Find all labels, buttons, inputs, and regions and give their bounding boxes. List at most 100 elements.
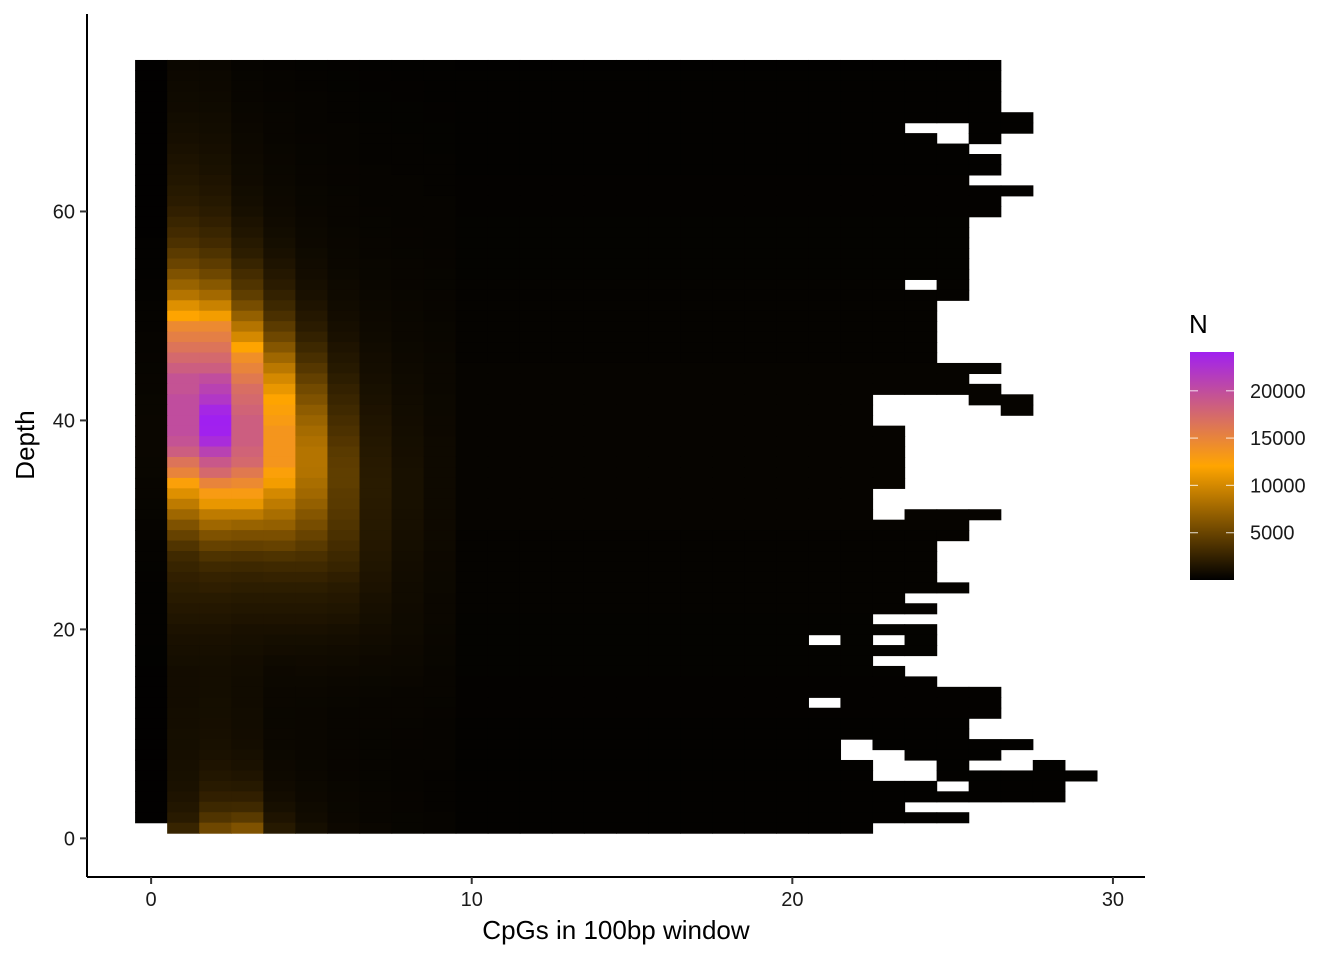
heatmap-cell	[455, 227, 489, 239]
heatmap-cell	[455, 812, 489, 824]
heatmap-cell	[712, 571, 745, 583]
heatmap-cell	[519, 801, 553, 813]
heatmap-cell	[744, 770, 777, 782]
heatmap-cell	[616, 801, 649, 813]
heatmap-cell	[551, 289, 585, 301]
heatmap-cell	[295, 404, 329, 416]
heatmap-cell	[936, 248, 970, 260]
heatmap-cell	[359, 122, 393, 134]
heatmap-cell	[1032, 791, 1066, 803]
heatmap-cell	[968, 707, 1002, 719]
heatmap-cell	[583, 383, 617, 395]
heatmap-cell	[808, 540, 842, 552]
heatmap-cell	[295, 634, 329, 646]
legend-title: N	[1189, 309, 1208, 339]
heatmap-cell	[744, 561, 777, 573]
heatmap-cell	[648, 456, 681, 469]
heatmap-cell	[840, 383, 874, 395]
heatmap-cell	[295, 248, 329, 260]
heatmap-cell	[648, 718, 681, 730]
heatmap-cell	[808, 603, 842, 615]
heatmap-cell	[135, 739, 168, 751]
heatmap-cell	[936, 509, 970, 521]
heatmap-cell	[135, 310, 168, 322]
heatmap-cell	[840, 571, 874, 583]
heatmap-cell	[744, 571, 777, 583]
heatmap-cell	[648, 289, 681, 301]
heatmap-cell	[648, 551, 681, 563]
heatmap-cell	[423, 80, 457, 92]
heatmap-cell	[359, 59, 393, 72]
heatmap-cell	[455, 383, 489, 395]
heatmap-cell	[808, 718, 842, 730]
heatmap-cell	[487, 812, 521, 824]
heatmap-cell	[391, 571, 425, 583]
heatmap-cell	[648, 300, 681, 312]
heatmap-cell	[359, 101, 393, 113]
heatmap-cell	[455, 446, 489, 458]
heatmap-cell	[904, 237, 938, 249]
heatmap-cell	[295, 592, 329, 604]
heatmap-cell	[648, 812, 681, 824]
heatmap-cell	[776, 488, 809, 500]
heatmap-cell	[135, 258, 168, 270]
heatmap-cell	[904, 258, 938, 270]
heatmap-cell	[712, 248, 745, 260]
heatmap-cell	[295, 749, 329, 761]
heatmap-cell	[583, 310, 617, 322]
heatmap-cell	[487, 582, 521, 594]
heatmap-cell	[423, 436, 457, 448]
heatmap-cell	[680, 613, 713, 625]
heatmap-cell	[551, 718, 585, 730]
heatmap-cell	[872, 206, 906, 218]
heatmap-cell	[583, 404, 617, 416]
heatmap-cell	[391, 561, 425, 573]
heatmap-cell	[712, 383, 745, 395]
heatmap-cell	[808, 279, 842, 291]
heatmap-cell	[359, 551, 393, 563]
heatmap-cell	[680, 551, 713, 563]
heatmap-cell	[359, 561, 393, 573]
heatmap-cell	[872, 237, 906, 249]
heatmap-cell	[455, 540, 489, 552]
heatmap-cell	[680, 739, 713, 751]
heatmap-cell	[680, 101, 713, 113]
heatmap-cell	[167, 310, 200, 322]
heatmap-cell	[263, 665, 296, 677]
heatmap-cell	[616, 80, 649, 92]
heatmap-cell	[904, 739, 938, 751]
heatmap-cell	[840, 154, 874, 166]
heatmap-cell	[423, 112, 457, 124]
heatmap-cell	[872, 383, 906, 395]
heatmap-cell	[744, 404, 777, 416]
heatmap-cell	[680, 174, 713, 186]
heatmap-cell	[776, 697, 809, 709]
heatmap-cell	[744, 739, 777, 751]
heatmap-cell	[583, 592, 617, 604]
heatmap-cell	[776, 707, 809, 719]
heatmap-cell	[712, 268, 745, 280]
heatmap-cell	[359, 112, 393, 124]
heatmap-cell	[359, 571, 393, 583]
heatmap-cell	[519, 770, 553, 782]
heatmap-cell	[776, 352, 809, 364]
heatmap-cell	[295, 436, 329, 448]
heatmap-cell	[295, 91, 329, 103]
heatmap-cell	[295, 812, 329, 824]
heatmap-cell	[680, 122, 713, 134]
heatmap-cell	[680, 446, 713, 458]
heatmap-cell	[936, 185, 970, 197]
heatmap-cell	[648, 373, 681, 385]
heatmap-cell	[327, 582, 361, 594]
heatmap-cell	[776, 498, 809, 510]
heatmap-cell	[744, 822, 777, 834]
heatmap-cell	[167, 561, 200, 573]
heatmap-cell	[1000, 780, 1034, 792]
heatmap-cell	[904, 154, 938, 166]
heatmap-cell	[712, 509, 745, 521]
heatmap-cell	[840, 613, 874, 625]
heatmap-cell	[712, 59, 745, 72]
heatmap-cell	[423, 154, 457, 166]
heatmap-cell	[744, 780, 777, 792]
heatmap-cell	[551, 603, 585, 615]
